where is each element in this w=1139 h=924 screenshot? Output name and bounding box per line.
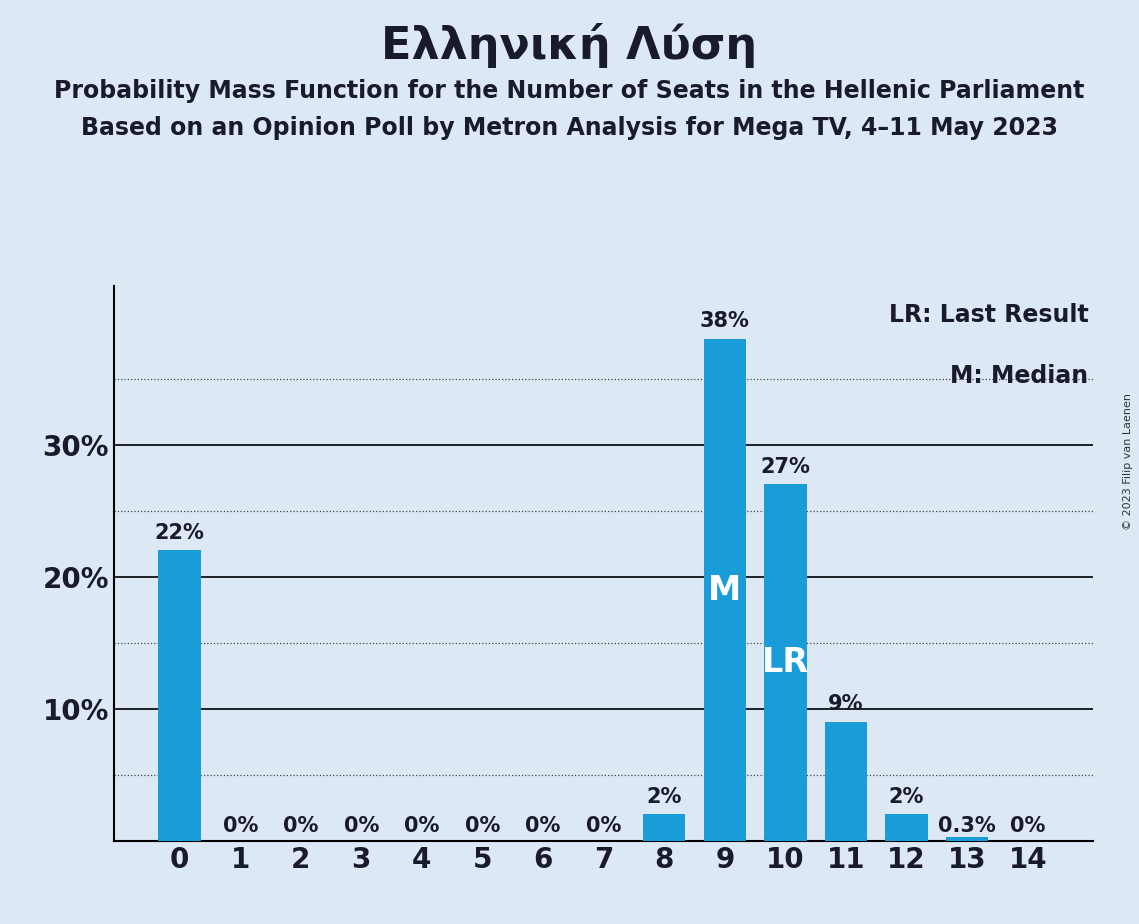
Text: 0%: 0%	[284, 816, 319, 835]
Text: M: Median: M: Median	[950, 364, 1089, 388]
Text: 0%: 0%	[525, 816, 560, 835]
Text: Based on an Opinion Poll by Metron Analysis for Mega TV, 4–11 May 2023: Based on an Opinion Poll by Metron Analy…	[81, 116, 1058, 140]
Bar	[704, 339, 746, 841]
Text: 0.3%: 0.3%	[939, 816, 995, 835]
Bar	[945, 837, 989, 841]
Text: 0%: 0%	[344, 816, 379, 835]
Text: 9%: 9%	[828, 694, 863, 714]
Text: 22%: 22%	[155, 522, 205, 542]
Bar	[644, 814, 686, 841]
Text: 0%: 0%	[465, 816, 500, 835]
Text: Ελληνική Λύση: Ελληνική Λύση	[382, 23, 757, 68]
Bar	[825, 722, 867, 841]
Text: 2%: 2%	[888, 786, 924, 807]
Text: LR: LR	[762, 646, 809, 679]
Text: 0%: 0%	[1010, 816, 1046, 835]
Text: M: M	[708, 574, 741, 606]
Bar	[764, 484, 806, 841]
Bar	[885, 814, 928, 841]
Text: 27%: 27%	[761, 456, 810, 477]
Text: 0%: 0%	[404, 816, 440, 835]
Text: 0%: 0%	[585, 816, 622, 835]
Text: © 2023 Filip van Laenen: © 2023 Filip van Laenen	[1123, 394, 1133, 530]
Text: 38%: 38%	[699, 311, 749, 332]
Text: LR: Last Result: LR: Last Result	[888, 303, 1089, 327]
Text: Probability Mass Function for the Number of Seats in the Hellenic Parliament: Probability Mass Function for the Number…	[55, 79, 1084, 103]
Text: 0%: 0%	[222, 816, 257, 835]
Text: 2%: 2%	[647, 786, 682, 807]
Bar	[158, 551, 200, 841]
